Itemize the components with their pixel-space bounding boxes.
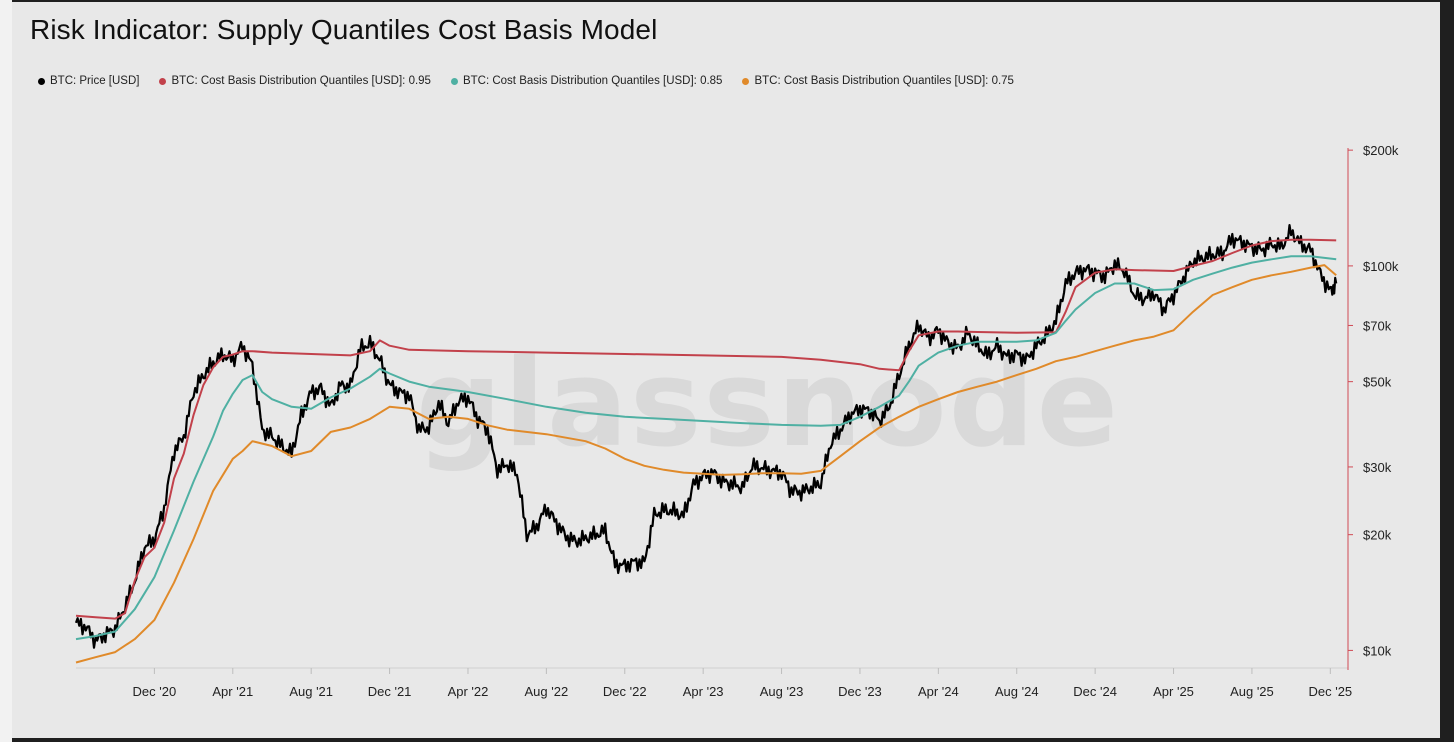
background-panel-left [0,0,12,742]
y-tick-label: $100k [1363,259,1399,274]
legend-dot-q75 [742,77,750,85]
legend-dot-q95 [159,77,167,85]
x-tick-label: Aug '23 [760,684,804,699]
legend-label-q95: BTC: Cost Basis Distribution Quantiles [… [171,75,431,87]
y-tick-label: $30k [1363,460,1392,475]
series-line-1[interactable] [75,238,1337,620]
legend-label-q75: BTC: Cost Basis Distribution Quantiles [… [754,75,1014,87]
x-tick-label: Dec '24 [1073,684,1117,699]
x-tick-label: Dec '23 [838,684,882,699]
x-tick-label: Apr '25 [1153,684,1194,699]
legend-item-q95[interactable]: BTC: Cost Basis Distribution Quantiles [… [159,75,431,87]
y-tick-label: $20k [1363,528,1392,543]
legend-item-q85[interactable]: BTC: Cost Basis Distribution Quantiles [… [450,75,723,87]
x-tick-label: Aug '21 [289,684,333,699]
legend-label-price: BTC: Price [USD] [50,75,140,87]
series-layer [74,224,1338,664]
x-tick-label: Apr '23 [683,684,724,699]
x-tick-label: Apr '22 [448,684,489,699]
x-tick-label: Aug '22 [525,684,569,699]
y-tick-label: $10k [1363,643,1392,658]
legend-dot-q85 [450,77,458,85]
series-line-0[interactable] [74,224,1338,649]
series-line-3[interactable] [75,264,1337,664]
legend-item-q75[interactable]: BTC: Cost Basis Distribution Quantiles [… [742,75,1014,87]
legend-item-price[interactable]: BTC: Price [USD] [38,75,139,87]
x-tick-label: Dec '21 [368,684,412,699]
legend-dot-price [38,77,45,85]
legend: BTC: Price [USD] BTC: Cost Basis Distrib… [38,75,1014,87]
y-tick-label: $200k [1363,143,1399,158]
x-tick-label: Dec '22 [603,684,647,699]
y-tick-label: $50k [1363,375,1392,390]
series-line-2[interactable] [75,255,1337,641]
x-tick-label: Apr '24 [918,684,959,699]
chart-svg[interactable]: glassnode Dec '20 Apr '21 Aug '21 Dec '21 Ap… [12,2,1440,738]
legend-label-q85: BTC: Cost Basis Distribution Quantiles [… [462,75,723,87]
y-tick-label: $70k [1363,318,1392,333]
x-tick-label: Apr '21 [212,684,253,699]
axis-layer: Dec '20 Apr '21 Aug '21 Dec '21 Apr '22 Aug '… [76,143,1399,699]
chart-title: Risk Indicator: Supply Quantiles Cost Ba… [30,14,658,45]
chart-panel: Risk Indicator: Supply Quantiles Cost Ba… [12,2,1440,738]
x-tick-label: Aug '24 [995,684,1039,699]
x-tick-label: Dec '20 [133,684,177,699]
x-tick-label: Aug '25 [1230,684,1274,699]
x-tick-label: Dec '25 [1308,684,1352,699]
